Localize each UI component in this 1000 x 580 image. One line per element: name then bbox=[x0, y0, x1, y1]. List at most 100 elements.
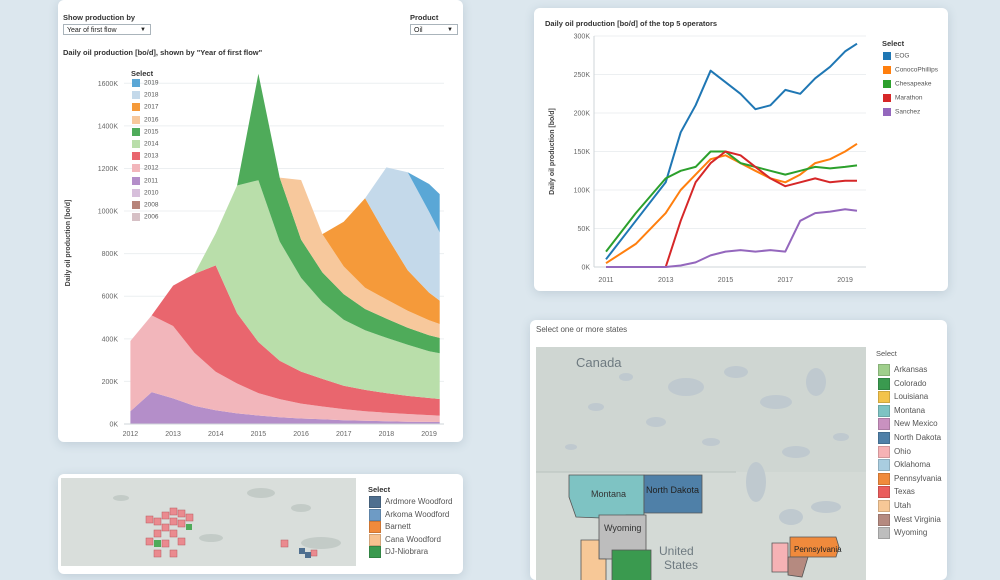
area-xtick: 2013 bbox=[165, 431, 181, 438]
legend-label: 2015 bbox=[144, 128, 159, 136]
line-legend-item[interactable]: Chesapeake bbox=[883, 80, 932, 88]
legend-label: Cana Woodford bbox=[385, 534, 441, 544]
legend-label: Colorado bbox=[894, 378, 927, 388]
play-legend-item[interactable]: Cana Woodford bbox=[369, 533, 441, 546]
legend-label: Barnett bbox=[385, 522, 411, 532]
play-legend-item[interactable]: Barnett bbox=[369, 521, 411, 533]
area-ytick: 800K bbox=[102, 251, 119, 258]
legend-swatch bbox=[883, 52, 891, 60]
line-ylabel: Daily oil production [bo/d] bbox=[549, 108, 556, 195]
legend-swatch bbox=[132, 140, 140, 148]
legend-label: New Mexico bbox=[894, 419, 938, 429]
state-north-dakota[interactable] bbox=[643, 474, 703, 514]
plays-legend-title: Select bbox=[368, 485, 391, 494]
legend-label: 2014 bbox=[144, 140, 159, 148]
line-legend-item[interactable]: ConocoPhillips bbox=[883, 66, 938, 74]
state-legend-item[interactable]: Montana bbox=[878, 404, 925, 417]
line-xtick: 2019 bbox=[837, 277, 853, 284]
state-legend-item[interactable]: West Virginia bbox=[878, 513, 941, 526]
legend-swatch bbox=[878, 472, 890, 485]
area-legend-item[interactable]: 2011 bbox=[132, 176, 158, 185]
legend-label: 2017 bbox=[144, 104, 159, 112]
legend-label: Wyoming bbox=[894, 528, 928, 538]
area-legend-item[interactable]: 2014 bbox=[132, 140, 158, 148]
legend-label: Utah bbox=[894, 501, 911, 511]
area-legend-item[interactable]: 2006 bbox=[132, 213, 158, 222]
state-legend-item[interactable]: Oklahoma bbox=[878, 459, 931, 472]
legend-swatch bbox=[132, 91, 140, 100]
line-legend-item[interactable]: EOG bbox=[883, 52, 909, 60]
legend-label: Oklahoma bbox=[894, 460, 931, 470]
area-ylabel: Daily oil production [bo/d] bbox=[65, 200, 72, 287]
area-legend-item[interactable]: 2015 bbox=[132, 127, 159, 136]
area-ytick: 400K bbox=[102, 336, 119, 343]
play-legend-item[interactable]: Arkoma Woodford bbox=[369, 508, 450, 521]
legend-label: 2010 bbox=[144, 189, 159, 197]
legend-label: DJ-Niobrara bbox=[385, 547, 429, 557]
line-ytick: 100K bbox=[574, 188, 591, 195]
state-legend-item[interactable]: Texas bbox=[878, 486, 915, 499]
line-chart-title: Daily oil production [bo/d] of the top 5… bbox=[545, 19, 718, 28]
area-legend-item[interactable]: 2016 bbox=[132, 115, 158, 124]
line-series-Marathon bbox=[606, 150, 857, 268]
state-legend-item[interactable]: Utah bbox=[878, 500, 911, 512]
legend-label: Arkoma Woodford bbox=[385, 509, 450, 519]
legend-swatch bbox=[369, 546, 381, 558]
legend-swatch bbox=[878, 459, 890, 472]
show-by-dropdown[interactable]: Year of first flow ▼ bbox=[63, 24, 151, 35]
state-legend-item[interactable]: Wyoming bbox=[878, 527, 928, 540]
legend-swatch bbox=[878, 418, 890, 431]
legend-label: Marathon bbox=[895, 94, 923, 102]
area-legend-item[interactable]: 2013 bbox=[132, 152, 158, 161]
area-series-2015 bbox=[130, 73, 440, 354]
legend-swatch bbox=[132, 127, 140, 136]
area-series-2014 bbox=[130, 180, 440, 399]
line-ytick: 200K bbox=[574, 111, 591, 118]
state-legend-item[interactable]: North Dakota bbox=[878, 432, 941, 444]
plays-map[interactable] bbox=[61, 478, 356, 566]
area-legend-item[interactable]: 2010 bbox=[132, 188, 159, 197]
legend-swatch bbox=[878, 391, 890, 404]
legend-label: Ardmore Woodford bbox=[385, 497, 453, 507]
map-label-north-dakota: North Dakota bbox=[646, 485, 699, 495]
state-pennsylvania[interactable] bbox=[789, 536, 840, 558]
line-xtick: 2013 bbox=[658, 277, 674, 284]
play-legend-item[interactable]: DJ-Niobrara bbox=[369, 546, 428, 558]
state-legend-item[interactable]: Colorado bbox=[878, 377, 927, 390]
state-colorado[interactable] bbox=[611, 549, 652, 580]
area-ytick: 1200K bbox=[98, 166, 119, 173]
area-ytick: 1600K bbox=[98, 81, 119, 88]
state-ohio[interactable] bbox=[771, 542, 789, 573]
area-legend-item[interactable]: 2019 bbox=[132, 79, 158, 87]
state-legend-item[interactable]: Louisiana bbox=[878, 391, 928, 404]
area-chart: 0K 200K 400K 600K 800K 1000K 1200K 1400K 1600K 20… bbox=[65, 73, 444, 438]
legend-label: Pennsylvania bbox=[894, 473, 942, 483]
area-legend-item[interactable]: 2017 bbox=[132, 103, 159, 112]
legend-label: Ohio bbox=[894, 446, 911, 456]
legend-swatch bbox=[132, 115, 140, 124]
legend-swatch bbox=[878, 486, 890, 499]
area-legend-item[interactable]: 2012 bbox=[132, 164, 158, 173]
chevron-down-icon: ▼ bbox=[140, 27, 146, 33]
legend-swatch bbox=[878, 404, 890, 417]
play-legend-item[interactable]: Ardmore Woodford bbox=[369, 496, 452, 508]
product-dropdown[interactable]: Oil ▼ bbox=[410, 24, 458, 35]
states-map[interactable]: Canada Montana North Dakota Wyoming Unit… bbox=[536, 347, 866, 580]
line-legend-item[interactable]: Marathon bbox=[883, 94, 922, 102]
area-series-2013 bbox=[130, 265, 440, 416]
state-legend-item[interactable]: New Mexico bbox=[878, 418, 938, 431]
state-legend-item[interactable]: Arkansas bbox=[878, 364, 927, 376]
legend-swatch bbox=[883, 94, 891, 102]
map-label-canada: Canada bbox=[576, 355, 622, 370]
line-series-Sanchez bbox=[606, 208, 858, 268]
state-legend-item[interactable]: Pennsylvania bbox=[878, 472, 942, 485]
area-xtick: 2015 bbox=[251, 431, 267, 438]
area-legend-item[interactable]: 2018 bbox=[132, 91, 158, 100]
line-legend-item[interactable]: Sanchez bbox=[883, 108, 920, 116]
operators-panel: Daily oil production [bo/d] of the top 5… bbox=[534, 8, 948, 291]
legend-swatch bbox=[878, 527, 890, 540]
area-ytick: 1400K bbox=[98, 123, 119, 130]
line-ytick: 0K bbox=[581, 265, 590, 272]
state-legend-item[interactable]: Ohio bbox=[878, 445, 911, 458]
area-legend-item[interactable]: 2008 bbox=[132, 201, 158, 209]
